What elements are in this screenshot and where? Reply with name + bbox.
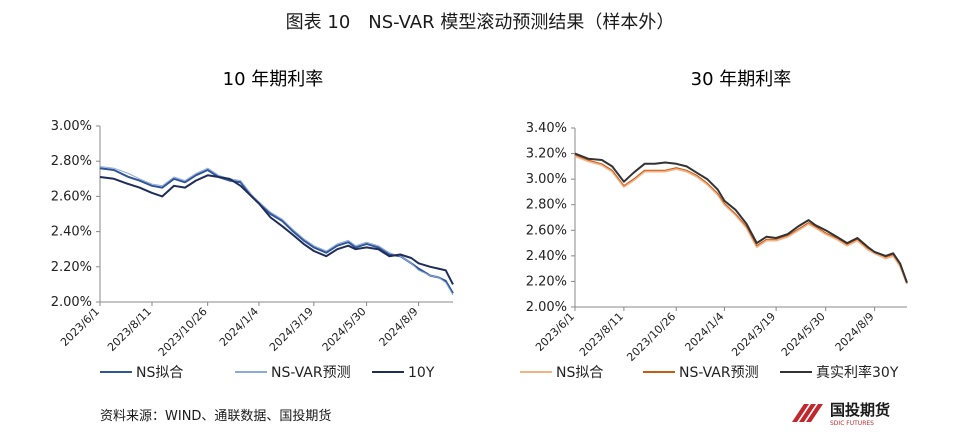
legend-label: NS-VAR预测 <box>271 365 351 381</box>
legend-label: NS-VAR预测 <box>679 365 759 381</box>
legend-label: 真实利率30Y <box>816 364 899 381</box>
y-tick-label: 2.60% <box>51 189 92 204</box>
y-tick-label: 2.80% <box>526 198 567 213</box>
chart-30y: 30 年期利率 2.00% 2.20% 2.40% 2.60% 2.80% 3.00% 3.2… <box>520 69 908 381</box>
legend-label: NS拟合 <box>556 365 603 381</box>
y-tick-label: 2.40% <box>526 249 567 264</box>
chart-title: 30 年期利率 <box>691 69 792 90</box>
y-tick-label: 3.40% <box>526 121 567 136</box>
y-tick-label: 3.20% <box>526 147 567 162</box>
y-tick-label: 3.00% <box>526 172 567 187</box>
x-tick-label: 2023/8/11 <box>577 310 626 359</box>
legend-label: NS拟合 <box>136 365 183 381</box>
logo-text: 国投期货 <box>830 401 890 419</box>
figure-title: 图表 10 NS-VAR 模型滚动预测结果（样本外） <box>285 12 675 33</box>
y-tick-label: 2.80% <box>51 154 92 169</box>
x-tick-label: 2023/6/1 <box>58 305 102 349</box>
x-tick-label: 2024/8/9 <box>833 310 877 354</box>
series-line-1 <box>99 166 454 296</box>
x-tick-label: 2024/8/9 <box>377 305 421 349</box>
y-tick-label: 2.20% <box>51 260 92 275</box>
series-line-0 <box>574 155 908 285</box>
source-note: 资料来源：WIND、通联数据、国投期货 <box>100 409 332 424</box>
y-tick-label: 2.00% <box>526 300 567 315</box>
y-tick-label: 2.40% <box>51 225 92 240</box>
sdic-logo: 国投期货 SDIC FUTURES <box>792 401 890 427</box>
y-tick-label: 2.00% <box>51 295 92 310</box>
x-tick-label: 2023/10/26 <box>624 310 678 364</box>
x-tick-label: 2024/5/30 <box>320 305 369 354</box>
y-tick-label: 3.00% <box>51 119 92 134</box>
legend-label: 10Y <box>408 365 435 381</box>
series-line-1 <box>574 154 908 283</box>
series-line-2 <box>574 152 908 284</box>
x-tick-label: 2024/1/4 <box>682 310 726 354</box>
x-tick-label: 2023/10/26 <box>156 305 210 359</box>
series-line-0 <box>99 167 454 294</box>
chart-title: 10 年期利率 <box>223 69 324 90</box>
x-tick-label: 2023/8/11 <box>105 305 154 354</box>
x-tick-label: 2023/6/1 <box>533 310 577 354</box>
x-tick-label: 2024/3/19 <box>267 305 316 354</box>
series-line-2 <box>99 174 454 285</box>
x-tick-label: 2024/5/30 <box>779 310 828 359</box>
y-tick-label: 2.20% <box>526 274 567 289</box>
logo-mark-icon <box>792 404 823 422</box>
chart-10y: 10 年期利率 2.00% 2.20% 2.40% 2.60% 2.80% 3.00% 202… <box>51 69 454 381</box>
y-tick-label: 2.60% <box>526 223 567 238</box>
x-tick-label: 2024/3/19 <box>729 310 778 359</box>
logo-subtext: SDIC FUTURES <box>830 420 874 427</box>
x-tick-label: 2024/1/4 <box>217 305 261 349</box>
